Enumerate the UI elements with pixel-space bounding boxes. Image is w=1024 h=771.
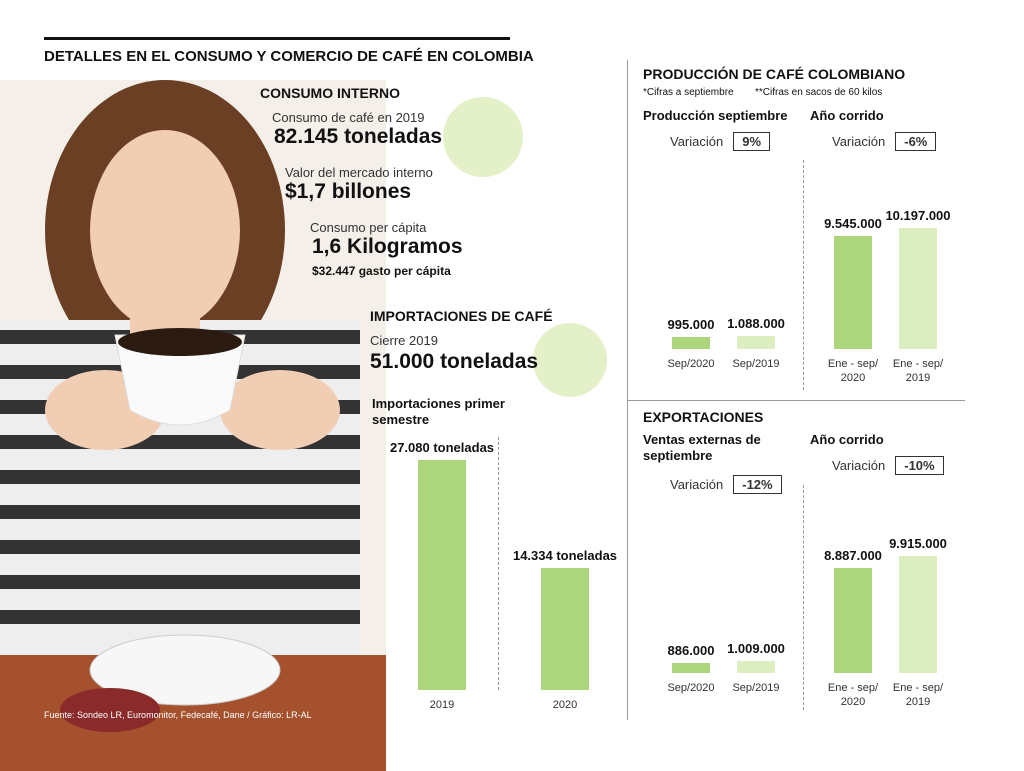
data-label: 8.887.000 <box>824 548 882 564</box>
x-tick-label: Sep/2020 <box>667 358 715 370</box>
label: Cierre 2019 <box>370 333 438 348</box>
data-label: 27.080 toneladas <box>389 440 495 455</box>
heading: EXPORTACIONES <box>643 409 764 425</box>
chart-title: Año corrido <box>810 432 884 447</box>
x-tick-label: Ene - sep/ 2020 <box>827 682 879 708</box>
title: DETALLES EN EL CONSUMO Y COMERCIO DE CAF… <box>44 48 534 65</box>
variation-label: Variación <box>832 458 886 473</box>
x-tick-label: Ene - sep/ 2019 <box>892 682 944 708</box>
chart-title: Importaciones primer semestre <box>372 396 505 427</box>
data-label: 1.088.000 <box>727 316 785 332</box>
x-tick-label: Sep/2019 <box>732 682 780 694</box>
heading: IMPORTACIONES DE CAFÉ <box>370 308 553 324</box>
note: *Cifras a septiembre <box>643 87 734 98</box>
label: Consumo de café en 2019 <box>272 110 425 125</box>
variation: Variación -6% <box>832 132 937 151</box>
circle <box>533 323 607 397</box>
divider <box>627 60 628 720</box>
x-tick-label: Ene - sep/ 2019 <box>892 358 944 384</box>
note: **Cifras en sacos de 60 kilos <box>755 87 883 98</box>
bar <box>834 568 872 673</box>
x-tick-label: 2019 <box>429 699 455 711</box>
x-tick-label: Sep/2020 <box>667 682 715 694</box>
data-label: 10.197.000 <box>885 208 951 223</box>
bar <box>834 235 872 349</box>
variation: Variación -12% <box>670 475 782 494</box>
label: Consumo per cápita <box>310 220 427 235</box>
variation-value: -6% <box>895 132 937 151</box>
circle <box>443 97 523 177</box>
value: 82.145 toneladas <box>274 125 443 148</box>
bar <box>899 228 937 349</box>
data-label: 9.545.000 <box>824 215 882 231</box>
chart-title: Producción septiembre <box>643 108 788 123</box>
divider <box>803 160 804 390</box>
bar <box>737 336 775 349</box>
bar <box>672 662 710 673</box>
chart-title: Año corrido <box>810 108 884 123</box>
value: 1,6 Kilogramos <box>312 235 463 258</box>
divider <box>628 400 965 401</box>
variation: Variación 9% <box>670 132 771 151</box>
x-tick-label: Ene - sep/ 2020 <box>827 358 879 384</box>
data-label: 9.915.000 <box>889 536 947 551</box>
variation-value: -12% <box>733 475 782 494</box>
value: 51.000 toneladas <box>370 350 539 373</box>
divider <box>498 437 499 690</box>
data-label: 14.334 toneladas <box>512 548 618 564</box>
bar <box>672 337 710 349</box>
chart-title: Ventas externas de septiembre <box>643 432 761 463</box>
variation-value: -10% <box>895 456 944 475</box>
photo <box>0 80 386 771</box>
x-tick-label: Sep/2019 <box>732 358 780 370</box>
variation-label: Variación <box>670 477 724 492</box>
data-label: 995.000 <box>667 317 715 333</box>
variation-label: Variación <box>832 134 886 149</box>
note: $32.447 gasto per cápita <box>312 264 451 278</box>
heading: CONSUMO INTERNO <box>260 85 400 101</box>
label: Valor del mercado interno <box>285 165 433 180</box>
bar <box>541 568 589 690</box>
variation: Variación -10% <box>832 456 944 475</box>
variation-value: 9% <box>733 132 771 151</box>
bar <box>418 460 466 690</box>
heading: PRODUCCIÓN DE CAFÉ COLOMBIANO <box>643 66 906 82</box>
divider <box>803 485 804 710</box>
variation-label: Variación <box>670 134 724 149</box>
value: $1,7 billones <box>285 180 412 203</box>
bar <box>737 661 775 673</box>
data-label: 886.000 <box>667 642 715 658</box>
data-label: 1.009.000 <box>727 641 785 657</box>
x-tick-label: 2020 <box>552 699 578 711</box>
source: Fuente: Sondeo LR, Euromonitor, Fedecafé… <box>44 710 312 720</box>
title-rule <box>44 37 510 40</box>
bar <box>899 556 937 673</box>
